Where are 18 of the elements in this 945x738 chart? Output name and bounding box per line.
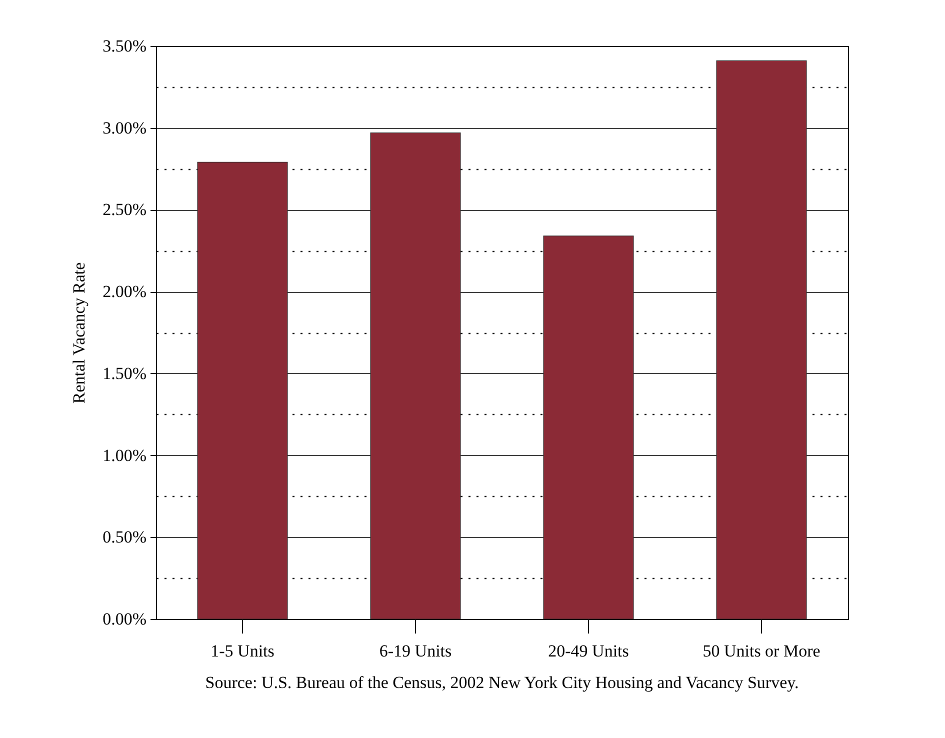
- y-tick-label: 1.00%: [102, 446, 146, 465]
- y-tick-label: 0.00%: [102, 610, 146, 628]
- bar: [543, 236, 634, 620]
- bar: [370, 132, 461, 620]
- x-tick-label: 20-49 Units: [548, 642, 629, 660]
- bar: [197, 162, 288, 620]
- y-tick-label: 2.50%: [102, 200, 146, 220]
- source-note: Source: U.S. Bureau of the Census, 2002 New York City Housing and Vacancy Survey.: [205, 673, 799, 692]
- y-axis-title: Rental Vacancy Rate: [70, 262, 89, 404]
- x-tick-label: 50 Units or More: [702, 642, 820, 660]
- x-tick-label: 6-19 Units: [379, 642, 452, 660]
- bar: [716, 60, 807, 620]
- x-tick-label: 1-5 Units: [210, 642, 274, 660]
- y-tick-label: 0.50%: [102, 528, 146, 547]
- y-tick-label: 3.50%: [102, 36, 146, 56]
- y-tick-label: 2.00%: [102, 282, 146, 302]
- y-tick-label: 3.00%: [102, 118, 146, 138]
- y-tick-label: 1.50%: [102, 364, 146, 383]
